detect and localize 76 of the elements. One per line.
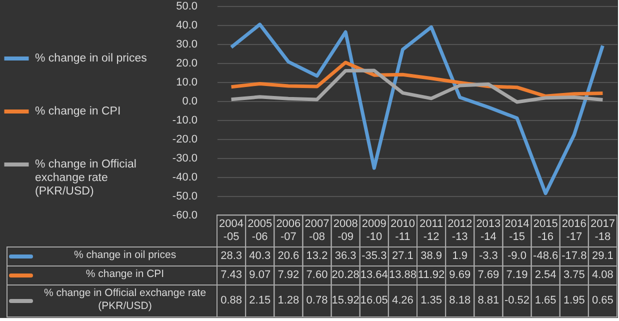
- data-label: 7.43: [220, 269, 242, 281]
- data-label: 20.6: [278, 250, 300, 262]
- text: % change in CPI: [86, 268, 164, 280]
- data-label: 4.26: [392, 294, 414, 306]
- data-label: 38.9: [420, 250, 442, 262]
- data-label: 1.28: [278, 294, 300, 306]
- text: % change in Official exchange rate (PKR/USD): [44, 287, 206, 312]
- legend-label: % change in oil prices: [35, 52, 148, 64]
- y-tick-label: 40.0: [176, 20, 198, 32]
- data-label: 2.15: [249, 294, 271, 306]
- y-tick-label: 0.0: [182, 96, 198, 108]
- x-tick-label: 2017-18: [590, 218, 615, 243]
- data-label: 16.05: [360, 294, 388, 306]
- data-label: 8.81: [478, 294, 500, 306]
- x-tick-label: 2010-11: [390, 218, 415, 243]
- x-tick-label: 2008-09: [333, 218, 358, 243]
- data-label: 7.69: [478, 269, 500, 281]
- x-tick-label: 2007-08: [304, 218, 330, 243]
- data-label: -3.3: [478, 250, 498, 262]
- data-label: 0.88: [220, 294, 242, 306]
- text: % change in oil prices: [74, 249, 176, 261]
- data-label: 0.65: [592, 294, 614, 306]
- y-tick-label: -60.0: [172, 210, 198, 222]
- data-label: 1.35: [420, 294, 442, 306]
- line-series: [230, 68, 604, 104]
- data-label: 20.28: [332, 269, 360, 281]
- data-label: 3.75: [563, 269, 585, 281]
- data-label: -0.52: [504, 294, 530, 306]
- x-tick-label: 2016-17: [562, 218, 586, 243]
- y-tick-label: -10.0: [172, 114, 198, 126]
- y-tick-label: 20.0: [176, 58, 198, 70]
- data-label: 2.54: [534, 269, 556, 281]
- y-tick-label: 50.0: [176, 0, 198, 12]
- data-label: 36.3: [334, 250, 356, 262]
- data-label: -9.0: [508, 250, 526, 262]
- x-tick-label: 2013-14: [476, 218, 501, 243]
- data-label: 13.88: [388, 269, 416, 281]
- data-label: 28.3: [220, 250, 242, 262]
- data-label: -17.8: [562, 250, 587, 262]
- data-label: 4.08: [592, 269, 614, 281]
- data-label: 0.78: [306, 294, 328, 306]
- line-series: [230, 22, 604, 196]
- data-label: 27.1: [392, 250, 414, 262]
- data-label: 29.1: [592, 250, 614, 262]
- data-label: 9.69: [449, 269, 471, 281]
- data-label: 7.19: [506, 269, 528, 281]
- x-tick-label: 2015-16: [533, 218, 558, 243]
- x-tick-label: 2004-05: [219, 218, 244, 243]
- legend-label: % change in CPI: [35, 106, 121, 118]
- legend-label: % change in Official exchange rate (PKR/USD): [35, 158, 136, 198]
- x-tick-label: 2006-07: [276, 218, 301, 243]
- data-label: 1.65: [534, 294, 556, 306]
- data-label: 1.9: [452, 250, 468, 262]
- x-tick-label: 2005-06: [248, 218, 272, 243]
- data-label: 7.60: [306, 269, 328, 281]
- data-label: 11.92: [418, 269, 445, 281]
- data-label: 1.95: [563, 294, 585, 306]
- y-tick-label: -40.0: [172, 172, 198, 184]
- y-tick-label: -50.0: [172, 190, 198, 202]
- data-label: -35.3: [362, 250, 387, 262]
- data-label: -48.6: [533, 250, 558, 262]
- y-tick-label: -30.0: [172, 152, 198, 164]
- y-tick-label: -20.0: [172, 134, 198, 146]
- data-label: 15.92: [332, 294, 360, 306]
- x-tick-label: 2009-10: [362, 218, 386, 243]
- x-tick-label: 2012-13: [448, 218, 472, 243]
- y-tick-label: 10.0: [176, 76, 198, 88]
- data-label: 40.3: [249, 250, 271, 262]
- data-label: 13.64: [360, 269, 388, 281]
- x-tick-label: 2014-15: [504, 218, 530, 243]
- data-label: 9.07: [249, 269, 271, 281]
- x-tick-label: 2011-12: [419, 218, 444, 243]
- y-tick-label: 30.0: [176, 38, 198, 50]
- data-label: 7.92: [278, 269, 300, 281]
- data-label: 13.2: [306, 250, 328, 262]
- data-label: 8.18: [449, 294, 471, 306]
